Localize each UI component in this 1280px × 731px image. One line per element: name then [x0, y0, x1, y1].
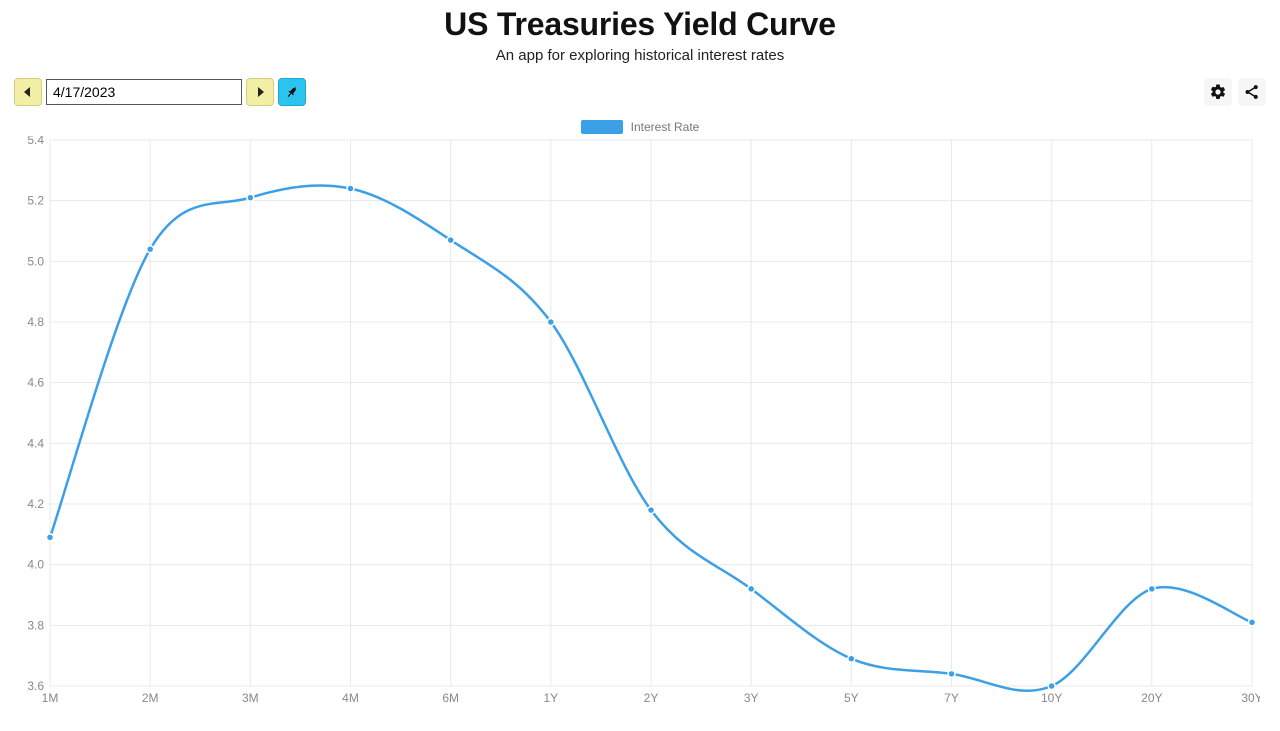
- data-point-marker: [147, 246, 154, 253]
- data-point-marker: [1148, 585, 1155, 592]
- x-axis-tick-label: 1M: [42, 691, 59, 705]
- data-point-marker: [47, 534, 54, 541]
- y-axis-tick-label: 5.2: [27, 194, 44, 208]
- page-subtitle: An app for exploring historical interest…: [0, 47, 1280, 64]
- data-point-marker: [648, 507, 655, 514]
- x-axis-tick-label: 3M: [242, 691, 259, 705]
- caret-right-icon: [255, 86, 265, 98]
- pin-icon: [285, 85, 299, 99]
- x-axis-tick-label: 6M: [442, 691, 459, 705]
- x-axis-tick-label: 1Y: [543, 691, 558, 705]
- date-input[interactable]: [46, 79, 242, 105]
- y-axis-tick-label: 4.2: [27, 497, 44, 511]
- x-axis-tick-label: 2M: [142, 691, 159, 705]
- data-point-marker: [347, 185, 354, 192]
- chart-legend: Interest Rate: [0, 120, 1280, 134]
- x-axis-tick-label: 30Y: [1241, 691, 1260, 705]
- toolbar: [0, 78, 1280, 110]
- y-axis-tick-label: 4.6: [27, 376, 44, 390]
- x-axis-tick-label: 2Y: [644, 691, 659, 705]
- y-axis-tick-label: 3.8: [27, 618, 44, 632]
- data-point-marker: [447, 237, 454, 244]
- legend-label: Interest Rate: [631, 120, 700, 134]
- page-title: US Treasuries Yield Curve: [0, 6, 1280, 43]
- yield-curve-chart: 3.63.84.04.24.44.64.85.05.25.41M2M3M4M6M…: [20, 136, 1260, 713]
- data-point-marker: [848, 655, 855, 662]
- data-point-marker: [748, 585, 755, 592]
- data-point-marker: [547, 319, 554, 326]
- data-point-marker: [247, 194, 254, 201]
- x-axis-tick-label: 3Y: [744, 691, 759, 705]
- share-button[interactable]: [1238, 78, 1266, 106]
- x-axis-tick-label: 4M: [342, 691, 359, 705]
- x-axis-tick-label: 20Y: [1141, 691, 1162, 705]
- y-axis-tick-label: 5.0: [27, 254, 44, 268]
- data-point-marker: [948, 670, 955, 677]
- settings-button[interactable]: [1204, 78, 1232, 106]
- y-axis-tick-label: 4.8: [27, 315, 44, 329]
- legend-swatch: [581, 120, 623, 134]
- share-icon: [1243, 83, 1261, 101]
- pin-button[interactable]: [278, 78, 306, 106]
- data-point-marker: [1048, 683, 1055, 690]
- next-date-button[interactable]: [246, 78, 274, 106]
- x-axis-tick-label: 10Y: [1041, 691, 1062, 705]
- y-axis-tick-label: 4.0: [27, 558, 44, 572]
- y-axis-tick-label: 4.4: [27, 436, 44, 450]
- gear-icon: [1209, 83, 1227, 101]
- x-axis-tick-label: 7Y: [944, 691, 959, 705]
- x-axis-tick-label: 5Y: [844, 691, 859, 705]
- data-point-marker: [1249, 619, 1256, 626]
- caret-left-icon: [23, 86, 33, 98]
- prev-date-button[interactable]: [14, 78, 42, 106]
- y-axis-tick-label: 5.4: [27, 136, 44, 147]
